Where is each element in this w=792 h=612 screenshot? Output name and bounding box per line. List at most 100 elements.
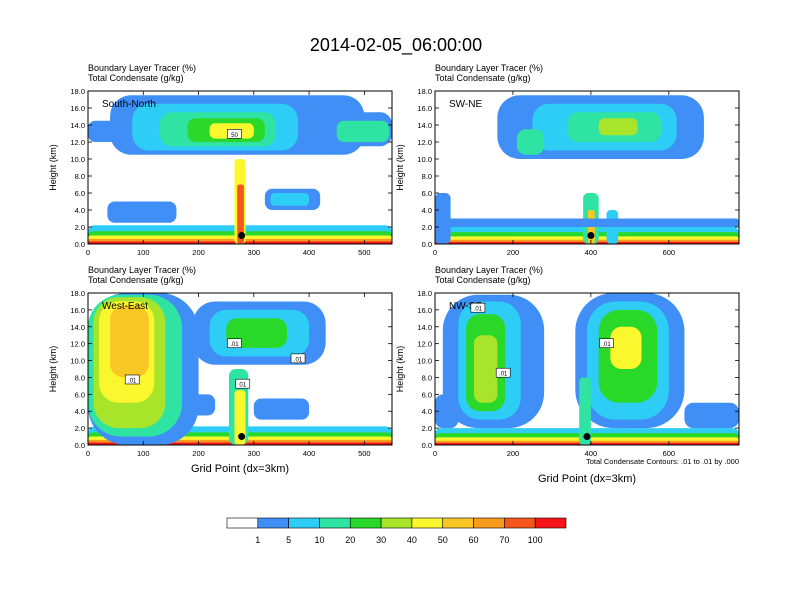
panel-subtitle-tracer: Boundary Layer Tracer (%) [435,63,543,73]
x-tick-label: 400 [585,449,598,458]
y-axis-label: Height (km) [48,144,58,191]
x-tick-label: 0 [433,248,437,257]
x-tick-label: 400 [585,248,598,257]
x-tick-label: 200 [507,449,520,458]
x-tick-label: 500 [358,449,371,458]
y-axis-label: Height (km) [395,346,405,393]
heatmap-cell [579,377,591,445]
contour-note: Total Condensate Contours: .01 to .01 by… [586,457,739,466]
y-tick-label: 14.0 [417,323,432,332]
y-tick-label: 6.0 [422,390,432,399]
colorbar-swatch [534,517,567,529]
x-tick-label: 300 [248,449,261,458]
heatmap-field [88,95,392,244]
y-tick-label: 14.0 [70,323,85,332]
plot-frame [434,90,740,245]
contour-label: 50 [231,133,238,139]
y-tick-label: 8.0 [75,373,85,382]
y-tick-label: 8.0 [75,172,85,181]
x-tick-label: 600 [663,248,676,257]
colorbar-label: 60 [469,535,479,545]
y-tick-label: 12.0 [417,340,432,349]
contour-label-box [599,338,614,348]
figure-title: 2014-02-05_06:00:00 [310,35,482,56]
y-tick-label: 6.0 [75,390,85,399]
panel-subtitle-condensate: Total Condensate (g/kg) [88,275,184,285]
heatmap-cell [435,394,459,429]
contour-label-box [495,367,511,378]
contour-label: .01 [602,342,611,348]
x-tick-label: 0 [86,248,90,257]
y-tick-label: 4.0 [75,407,85,416]
y-tick-label: 6.0 [75,189,85,198]
y-tick-label: 10.0 [70,155,85,164]
colorbar-swatch [226,517,259,529]
heatmap-cell [88,120,122,142]
y-tick-label: 2.0 [75,424,85,433]
heatmap-cell [516,129,545,155]
contour-label: .01 [294,357,303,363]
contour-label-box [227,129,242,139]
y-tick-label: 10.0 [417,357,432,366]
colorbar-swatch [473,517,505,529]
heatmap-cell [473,335,498,403]
panel-south-north: Boundary Layer Tracer (%)Total Condensat… [48,63,393,257]
panel-subtitle-tracer: Boundary Layer Tracer (%) [88,265,196,275]
heatmap-cell [181,394,216,416]
colorbar: 1 5 10 20 30 40 50 60 70 100 [226,517,567,545]
y-tick-label: 14.0 [70,121,85,130]
y-tick-label: 10.0 [70,357,85,366]
y-tick-label: 0.0 [422,441,432,450]
x-tick-label: 400 [303,449,316,458]
y-tick-label: 2.0 [422,424,432,433]
y-tick-label: 6.0 [422,189,432,198]
y-tick-label: 12.0 [70,340,85,349]
x-tick-label: 500 [358,248,371,257]
y-tick-label: 0.0 [75,441,85,450]
colorbar-label: 10 [314,535,324,545]
heatmap-cell [598,118,638,136]
y-tick-label: 14.0 [417,121,432,130]
y-tick-label: 0.0 [422,240,432,249]
colorbar-label: 1 [255,535,260,545]
colorbar-swatch [319,517,351,529]
y-axis-label: Height (km) [48,346,58,393]
colorbar-swatch [411,517,444,529]
plot-frame [87,292,393,446]
colorbar-label: 5 [286,535,291,545]
x-tick-label: 100 [137,248,150,257]
y-tick-label: 2.0 [75,223,85,232]
y-tick-label: 8.0 [422,172,432,181]
contour-label-box [227,338,242,348]
x-tick-label: 400 [303,248,316,257]
panel-subtitle-condensate: Total Condensate (g/kg) [435,275,531,285]
y-tick-label: 0.0 [75,240,85,249]
heatmap-cell [684,402,739,429]
y-tick-label: 2.0 [422,223,432,232]
heatmap-cell [107,201,177,223]
panel-label: SW-NE [449,99,482,110]
heatmap-cell [110,305,149,378]
contour-label-box [290,353,306,364]
panel-subtitle-condensate: Total Condensate (g/kg) [88,73,184,83]
heatmap-cell [610,326,642,369]
y-tick-label: 18.0 [70,289,85,298]
contour-label: 01 [239,383,246,389]
panel-subtitle-tracer: Boundary Layer Tracer (%) [88,63,196,73]
y-tick-label: 16.0 [70,104,85,113]
x-tick-label: 200 [192,449,205,458]
panel-label: West-East [102,301,148,312]
x-tick-label: 0 [86,449,90,458]
y-tick-label: 12.0 [417,138,432,147]
contour-label-box [124,374,140,385]
x-tick-label: 600 [663,449,676,458]
colorbar-label: 20 [345,535,355,545]
y-axis-label: Height (km) [395,144,405,191]
panel-nw-se: Boundary Layer Tracer (%)Total Condensat… [395,265,740,458]
x-tick-label: 200 [192,248,205,257]
heatmap-cell [270,193,310,206]
y-tick-label: 18.0 [70,87,85,96]
colorbar-label: 40 [407,535,417,545]
contour-label-box [470,302,486,313]
panel-subtitle-tracer: Boundary Layer Tracer (%) [435,265,543,275]
